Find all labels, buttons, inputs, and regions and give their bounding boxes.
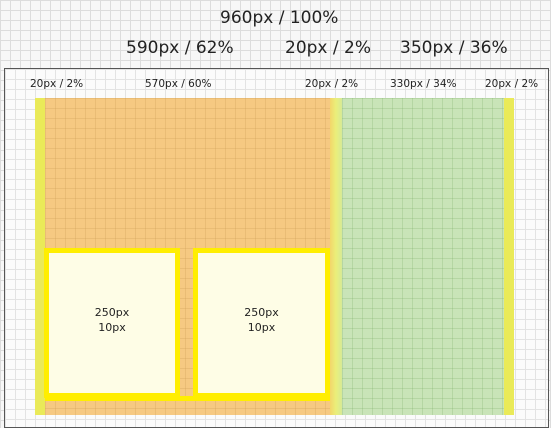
box-2-label: 250px 10px — [198, 305, 325, 335]
gutter-width-label: 20px / 2% — [285, 38, 371, 58]
right-padding-band — [504, 98, 514, 415]
right-column-width-label: 350px / 36% — [400, 38, 508, 58]
right-content-label: 330px / 34% — [390, 78, 457, 90]
left-padding-label: 20px / 2% — [30, 78, 84, 90]
box-2-width-text: 250px — [244, 306, 279, 319]
total-width-label: 960px / 100% — [220, 8, 339, 28]
box-2-margin-text: 10px — [247, 321, 276, 334]
box-row-bottom-border — [45, 396, 330, 401]
right-column — [342, 98, 504, 415]
left-column-width-label: 590px / 62% — [126, 38, 234, 58]
box-1-label: 250px 10px — [49, 305, 175, 335]
box-1-width-text: 250px — [94, 306, 130, 319]
box-1-margin-text: 10px — [98, 321, 126, 334]
left-content-label: 570px / 60% — [145, 78, 212, 90]
left-padding-band — [35, 98, 45, 415]
content-box-2: 250px 10px — [193, 248, 330, 398]
gutter-label: 20px / 2% — [305, 78, 359, 90]
gutter-band — [330, 98, 342, 415]
content-box-1: 250px 10px — [44, 248, 180, 398]
right-padding-label: 20px / 2% — [485, 78, 539, 90]
